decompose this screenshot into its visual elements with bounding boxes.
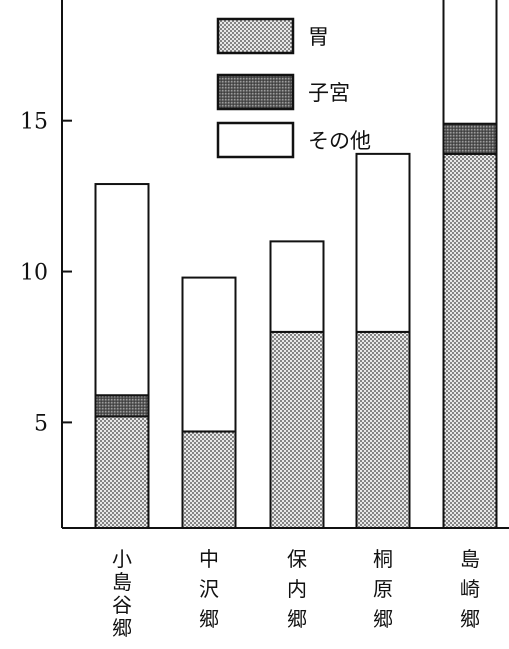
y-ticks: 5 10 15 [20,110,72,436]
bar-segment [94,183,150,397]
category-label: 小島谷郷 [112,547,132,640]
legend-swatch [216,17,295,55]
bar-segment [94,394,150,418]
bar-segment [181,276,237,433]
bar-segment [355,330,411,529]
y-tick-label: 5 [34,411,48,436]
bar-segment [442,0,498,125]
y-tick-label: 10 [20,261,48,286]
legend-label: 子宮 [308,81,350,105]
legend-label: その他 [308,129,371,153]
bar-segment [442,152,498,529]
bar-segment [94,415,150,530]
legend-swatch [216,121,295,159]
category-label: 島崎郷 [460,547,480,631]
bar-segment [181,430,237,529]
bar-segment [269,240,325,333]
category-label: 中沢郷 [199,547,219,631]
y-tick-label: 15 [20,110,48,135]
bars [94,0,498,530]
legend-label: 胃 [308,25,329,49]
bar-segment [269,330,325,529]
category-label: 桐原郷 [373,547,393,631]
category-label: 保内郷 [287,547,307,631]
x-tick-labels: 小島谷郷 中沢郷 保内郷 桐原郷 島崎郷 [112,547,480,640]
bar-segment [442,122,498,155]
bar-segment [355,152,411,333]
legend-swatch [216,73,295,111]
